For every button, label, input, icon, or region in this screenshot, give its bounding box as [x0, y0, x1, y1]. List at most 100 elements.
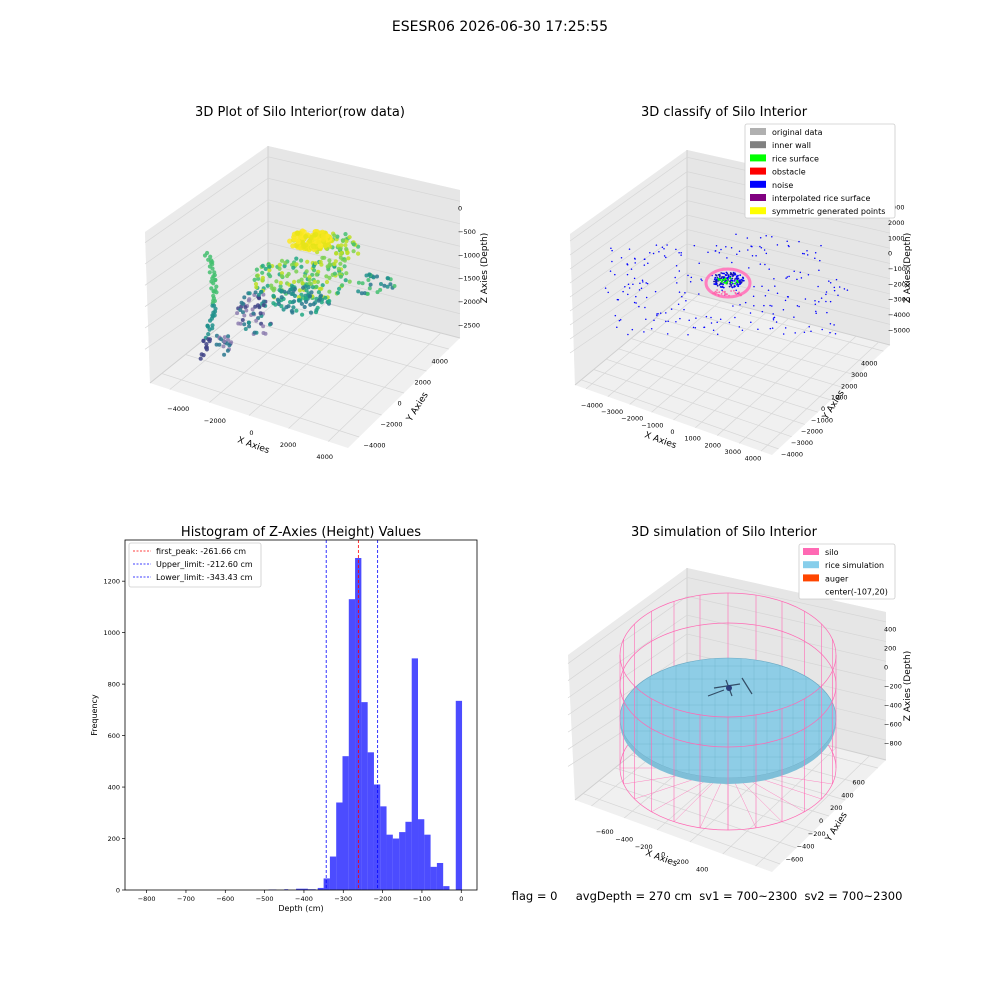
noise-point — [752, 295, 755, 297]
noise-point — [765, 234, 767, 237]
scatter-point — [368, 282, 373, 287]
noise-point — [716, 333, 719, 336]
noise-point — [687, 274, 689, 277]
noise-point — [838, 286, 841, 288]
scatter-point — [252, 277, 257, 282]
noise-point — [837, 294, 839, 297]
noise-point — [627, 333, 629, 336]
noise-point — [647, 262, 649, 264]
scatter-point — [327, 275, 332, 280]
scatter-point — [222, 339, 227, 344]
noise-point — [764, 263, 766, 266]
noise-point — [739, 303, 741, 306]
z-tick-label: 0 — [458, 205, 462, 213]
noise-point — [674, 276, 676, 279]
scatter-point — [382, 283, 387, 288]
histogram-bar — [329, 856, 337, 890]
scatter-point — [299, 301, 304, 306]
z-tick-label: −800 — [884, 740, 902, 748]
y-tick-label: 4000 — [861, 360, 878, 368]
obstacle-point — [724, 290, 726, 293]
noise-point — [773, 278, 775, 280]
scatter-point — [320, 283, 325, 288]
panel1-point-cloud — [198, 228, 397, 361]
scatter-point — [206, 332, 211, 337]
noise-point — [808, 326, 810, 328]
noise-point — [678, 291, 681, 293]
noise-point — [635, 295, 637, 298]
noise-point — [716, 321, 718, 323]
panel1-y-label: Y Axies — [405, 390, 431, 424]
scatter-point — [241, 310, 245, 315]
noise-point — [607, 291, 609, 294]
scatter-point — [365, 291, 370, 296]
surface-point — [738, 283, 740, 286]
scatter-point — [359, 291, 364, 296]
scatter-point — [292, 293, 297, 298]
x-tick-label: −3000 — [601, 408, 623, 416]
noise-point — [829, 322, 832, 325]
noise-point — [720, 248, 722, 251]
scatter-point — [254, 285, 259, 290]
rice-surface-point — [721, 278, 724, 281]
noise-point — [826, 311, 828, 314]
surface-point — [721, 286, 723, 289]
legend-swatch — [750, 194, 766, 201]
scatter-point — [304, 296, 309, 301]
scatter-point — [322, 243, 328, 249]
surface-point — [717, 274, 720, 276]
surface-point — [739, 280, 741, 282]
histogram-bars — [268, 558, 463, 890]
status-line: flag = 0 avgDepth = 270 cm sv1 = 700~230… — [512, 889, 903, 903]
legend-swatch — [750, 128, 766, 135]
rice-surface-point — [720, 280, 723, 283]
noise-point — [633, 277, 636, 280]
silo-wireframe-front — [619, 654, 837, 831]
scatter-point — [291, 305, 296, 310]
scatter-point — [335, 290, 341, 295]
panel1-title: 3D Plot of Silo Interior(row data) — [195, 105, 405, 120]
scatter-point — [333, 259, 338, 264]
obstacle-point — [716, 289, 718, 291]
histogram-bar — [405, 821, 412, 890]
noise-point — [678, 252, 680, 254]
x-tick-label: 1000 — [684, 435, 701, 443]
scatter-point — [254, 273, 260, 278]
y-tick-label: 600 — [852, 778, 864, 786]
noise-point — [782, 333, 785, 335]
scatter-point — [319, 229, 325, 235]
noise-point — [776, 292, 779, 294]
noise-point — [676, 282, 678, 284]
noise-point — [746, 237, 749, 239]
noise-point — [774, 285, 776, 287]
z-tick-label: −400 — [884, 702, 902, 710]
noise-point — [835, 278, 838, 281]
scatter-point — [306, 285, 311, 290]
scatter-point — [299, 258, 304, 263]
scatter-point — [351, 242, 356, 247]
noise-point — [731, 261, 733, 264]
x-tick-label: 3000 — [725, 448, 742, 456]
scatter-point — [319, 286, 324, 291]
noise-point — [670, 308, 673, 310]
noise-point — [800, 277, 803, 279]
surface-point — [715, 279, 718, 281]
noise-point — [638, 289, 641, 291]
histogram-bar — [455, 700, 463, 890]
y-tick-label: −600 — [786, 856, 804, 864]
noise-point — [763, 304, 765, 307]
obstacle-point — [738, 293, 740, 295]
panel2-z-label: Z Axies (Depth) — [903, 233, 913, 304]
legend-label: center(-107,20) — [825, 588, 888, 597]
scatter-point — [240, 318, 245, 322]
noise-point — [798, 240, 800, 243]
x-tick-label: −800 — [138, 895, 156, 903]
rice-surface-point — [724, 277, 727, 280]
surface-point — [715, 282, 717, 284]
noise-point — [814, 257, 816, 259]
noise-point — [759, 237, 762, 239]
legend-label: obstacle — [772, 168, 806, 177]
surface-point — [731, 277, 734, 280]
scatter-point — [256, 303, 260, 308]
surface-point — [718, 275, 721, 278]
